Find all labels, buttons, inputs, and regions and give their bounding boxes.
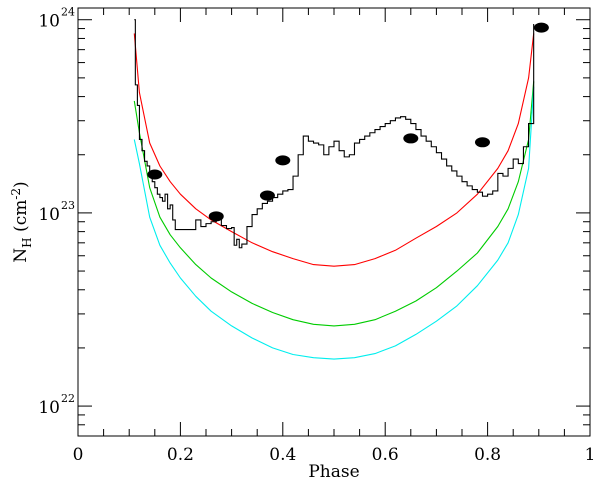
model-line-2	[133, 86, 535, 360]
svg-text:NH (cm-2): NH (cm-2)	[9, 181, 34, 262]
y-label-unit-exp: -2	[9, 188, 23, 200]
y-tick-label: 10 22	[38, 392, 75, 418]
data-points	[147, 22, 549, 222]
x-axis-label: Phase	[308, 462, 359, 481]
model-line-1	[133, 81, 535, 327]
y-axis-label: NH (cm-2)	[9, 181, 34, 262]
data-point	[208, 211, 224, 222]
x-tick-label: 0.8	[474, 445, 501, 465]
y-tick-label: 10 24	[38, 6, 75, 32]
y-tick-label-base: 10	[38, 205, 60, 225]
y-tick-label-base: 10	[38, 398, 60, 418]
x-tick-label: 0.6	[372, 445, 399, 465]
y-tick-label-exp: 23	[61, 199, 75, 212]
y-label-unit: (cm	[11, 200, 31, 232]
y-label-sub: H	[20, 237, 34, 247]
x-tick-label: 1	[585, 445, 596, 465]
x-tick-label: 0.4	[269, 445, 296, 465]
model-line-0	[133, 33, 535, 267]
y-label-main: N	[11, 248, 31, 263]
observed-line	[134, 19, 535, 249]
data-point	[403, 133, 419, 144]
data-point	[275, 155, 291, 166]
y-tick-label-base: 10	[38, 12, 60, 32]
data-point	[147, 169, 163, 180]
x-tick-label: 0	[73, 445, 84, 465]
y-tick-label-exp: 22	[61, 392, 75, 405]
y-tick-label-exp: 24	[61, 6, 75, 19]
model-curves	[133, 33, 535, 360]
x-tick-label: 0.2	[167, 445, 194, 465]
data-point	[533, 22, 549, 33]
plot-frame	[77, 7, 591, 437]
y-tick-label: 10 23	[38, 199, 75, 225]
data-point	[474, 137, 490, 148]
axis-ticks	[77, 8, 591, 437]
observed-curve	[134, 19, 535, 249]
data-point	[259, 190, 275, 201]
y-label-unit-close: )	[11, 181, 31, 188]
